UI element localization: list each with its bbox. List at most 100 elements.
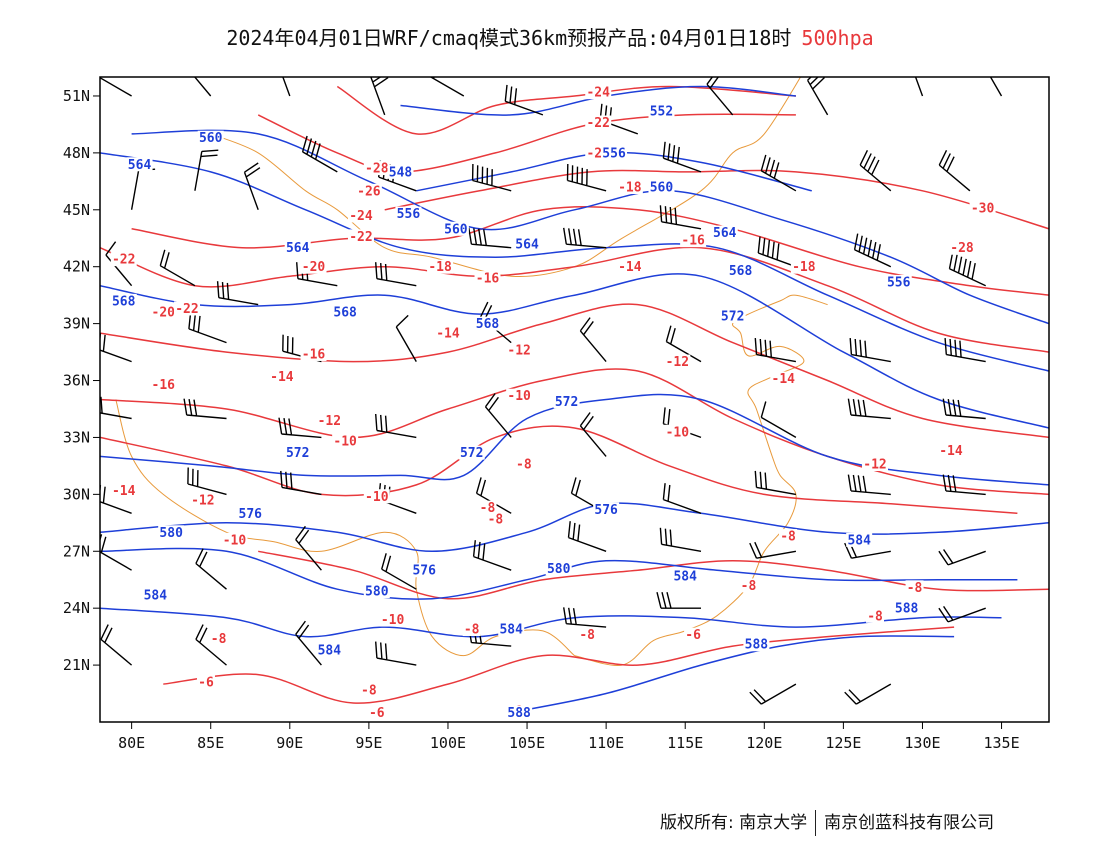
height-label: 556 (602, 146, 626, 161)
temperature-label: -18 (792, 260, 816, 275)
label-bg (379, 612, 406, 627)
temperature-label: -30 (971, 201, 995, 216)
wind-barb (370, 77, 389, 116)
height-contour (100, 152, 1049, 372)
axes: 80E 85E 90E 95E 100E 105E 110E 115E 120E 125E 130E… (63, 87, 1020, 752)
wind-barb (193, 77, 212, 97)
label-bg (585, 85, 612, 100)
temperature-label: -16 (681, 234, 705, 249)
wind-barb (100, 484, 132, 514)
wind-barb (599, 103, 639, 135)
label-bg (648, 180, 675, 195)
label-bg (648, 104, 675, 119)
temperature-label: -22 (349, 230, 372, 245)
label-bg (601, 145, 628, 160)
wind-barb (468, 227, 512, 249)
label-bg (196, 675, 215, 690)
label-bg (173, 301, 200, 316)
height-label: 572 (721, 310, 744, 325)
label-bg (506, 388, 533, 403)
label-bg (672, 568, 699, 583)
height-contour (131, 129, 1049, 325)
label-bg (866, 608, 885, 623)
wind-barb (471, 163, 512, 192)
label-bg (545, 561, 572, 576)
label-bg (474, 316, 501, 331)
label-bg (359, 682, 378, 697)
wind-barb (948, 252, 986, 287)
temperature-label: -12 (863, 458, 886, 473)
height-contours (100, 85, 1049, 714)
label-bg (779, 529, 798, 544)
wind-barb (194, 149, 219, 191)
x-tick-label: 95E (355, 734, 382, 752)
height-label: 580 (365, 585, 389, 600)
label-bg (498, 622, 525, 637)
x-tick-label: 130E (904, 734, 940, 752)
label-bg (142, 587, 169, 602)
wind-barb (295, 620, 322, 666)
wind-barb (100, 396, 132, 420)
wind-barb (472, 540, 512, 571)
label-bg (189, 493, 216, 508)
height-label: 560 (650, 181, 674, 196)
height-label: 564 (515, 237, 539, 252)
wind-barb (100, 534, 132, 571)
border-line (115, 399, 575, 657)
temperature-label: -12 (318, 414, 341, 429)
wind-barb (105, 241, 133, 287)
border-line (210, 77, 802, 278)
wind-barb (278, 417, 322, 439)
height-label: 572 (286, 446, 309, 461)
temperature-label: -8 (780, 530, 796, 545)
country-border-layer (115, 77, 828, 666)
temperature-contour (257, 113, 796, 173)
height-label: 588 (507, 706, 531, 721)
wind-barb (195, 624, 227, 666)
temperature-label: -20 (152, 306, 176, 321)
y-tick-label: 42N (63, 258, 90, 276)
label-bg (905, 580, 924, 595)
company-text: 南京创蓝科技有限公司 (824, 813, 995, 833)
y-tick-label: 39N (63, 315, 90, 333)
label-bg (316, 642, 343, 657)
height-label: 588 (745, 638, 769, 653)
label-bg (514, 236, 541, 251)
x-tick-label: 125E (825, 734, 861, 752)
temperature-label: -6 (198, 676, 214, 691)
wind-barb (375, 641, 417, 666)
label-bg (363, 161, 390, 176)
label-bg (363, 584, 390, 599)
label-bg (355, 183, 382, 198)
label-bg (937, 443, 964, 458)
wind-barb (749, 541, 797, 559)
contour-labels: -24-22-20-18-28-26-24-22 -16-18-30-28-22-… (110, 85, 996, 721)
temperature-label: -10 (381, 613, 405, 628)
label-bg (332, 434, 359, 449)
y-tick-label: 45N (63, 201, 90, 219)
label-bg (593, 502, 620, 517)
y-tick-label: 36N (63, 372, 90, 390)
label-bg (462, 622, 481, 637)
wind-barbs (100, 77, 1003, 705)
height-label: 548 (389, 165, 413, 180)
y-tick-label: 30N (63, 485, 90, 503)
label-bg (514, 457, 533, 471)
height-label: 588 (895, 602, 919, 617)
temperature-label: -14 (772, 372, 796, 387)
wind-barb (757, 236, 797, 268)
height-label: 584 (144, 588, 168, 603)
label-bg (474, 271, 501, 286)
label-bg (862, 457, 889, 471)
temperature-label: -26 (357, 184, 381, 199)
y-tick-label: 33N (63, 428, 90, 446)
label-bg (237, 506, 264, 521)
label-bg (158, 525, 185, 540)
label-bg (411, 563, 438, 578)
height-label: 560 (444, 222, 468, 237)
temperature-label: -14 (112, 484, 136, 499)
height-label: 556 (397, 207, 421, 222)
wind-barb (381, 553, 417, 590)
label-bg (969, 200, 996, 215)
label-bg (209, 631, 228, 646)
